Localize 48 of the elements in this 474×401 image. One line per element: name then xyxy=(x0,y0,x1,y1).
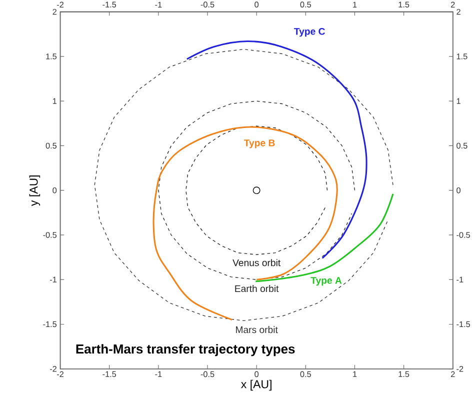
x-tick-label: -0.5 xyxy=(200,372,214,378)
y2-tick-label: 0 xyxy=(456,188,460,194)
x2-tick-label: -0.5 xyxy=(200,2,214,8)
y2-tick-label: -1.5 xyxy=(456,322,470,328)
x-tick-label: 0 xyxy=(254,372,259,378)
y2-tick-label: -0.5 xyxy=(456,232,470,238)
y-tick-label: -1 xyxy=(50,277,56,283)
y2-tick-label: 2 xyxy=(456,9,460,15)
y-tick-label: 2 xyxy=(52,9,56,15)
y2-tick-label: -1 xyxy=(456,277,464,283)
x-tick-label: -1 xyxy=(155,372,162,378)
y-tick-label: 0 xyxy=(52,188,57,194)
series-label: Earth orbit xyxy=(235,285,279,292)
x-tick-label: -1.5 xyxy=(102,372,116,378)
y2-tick-label: 1.5 xyxy=(456,54,468,60)
text: Earth-Mars transfer trajectory types xyxy=(76,344,295,356)
line-series xyxy=(186,40,368,260)
x2-tick-label: 1.5 xyxy=(398,2,410,8)
y-tick-label: -1.5 xyxy=(43,322,57,328)
x2-tick-label: -1.5 xyxy=(102,2,116,8)
y2-tick-label: 0.5 xyxy=(456,143,468,149)
x2-tick-label: 0.5 xyxy=(300,2,311,8)
x2-tick-label: 0 xyxy=(254,2,259,8)
series-label: Type C xyxy=(294,28,325,37)
x-tick-label: 1.5 xyxy=(398,372,410,378)
x-tick-label: 2 xyxy=(451,372,455,378)
y-tick-label: -0.5 xyxy=(43,232,57,238)
x2-tick-label: -2 xyxy=(57,2,64,8)
x-tick-label: 1 xyxy=(353,372,357,378)
series-label: Type B xyxy=(244,140,275,148)
x2-tick-label: -1 xyxy=(155,2,162,8)
x-tick-label: -2 xyxy=(57,372,64,378)
x-axis-title: x [AU] xyxy=(241,380,272,391)
y-tick-label: 1.5 xyxy=(46,54,57,60)
x2-tick-label: 2 xyxy=(451,2,455,8)
line-series xyxy=(94,49,394,322)
x2-tick-label: 1 xyxy=(353,2,357,8)
y2-tick-label: 1 xyxy=(456,98,460,104)
y-tick-label: -2 xyxy=(50,366,56,372)
y-tick-label: 1 xyxy=(52,98,56,104)
line-series xyxy=(186,126,328,256)
series-label: Venus orbit xyxy=(232,259,281,266)
series-label: Type A xyxy=(310,277,342,286)
y-tick-label: 0.5 xyxy=(46,143,57,149)
series-label: Mars orbit xyxy=(236,326,278,334)
y-axis-title: y [AU] xyxy=(29,176,40,206)
x-tick-label: 0.5 xyxy=(300,372,311,378)
y2-tick-label: -2 xyxy=(456,366,464,372)
